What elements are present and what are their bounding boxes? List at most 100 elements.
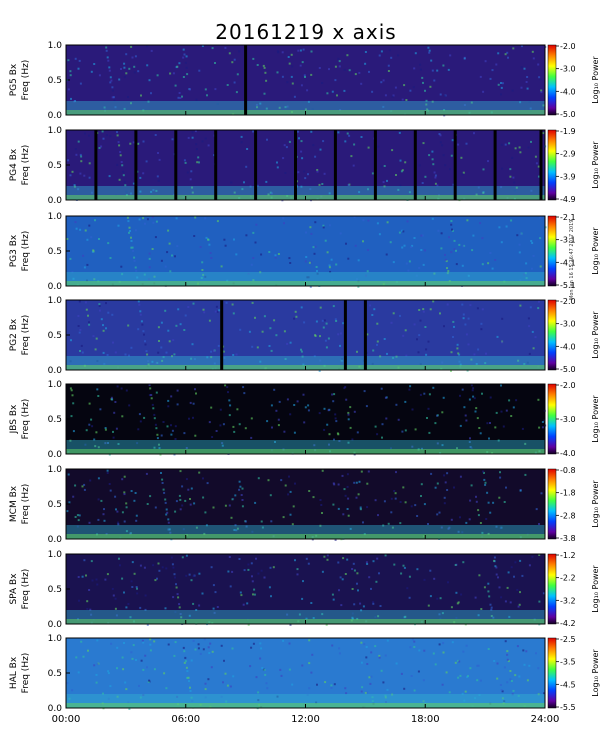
- data-gap-line: [333, 130, 337, 200]
- data-gap-line: [453, 130, 457, 200]
- station-label: JBS Bx: [9, 404, 19, 434]
- freq-axis-label: Freq (Hz): [21, 484, 31, 525]
- panel-spa: 1.0 0.5 0.0 SPA Bx Freq (Hz) -1.2 -2.2 -3.2 -4.2…: [9, 550, 600, 630]
- y-tick-label: 0.5: [48, 669, 62, 679]
- freq-axis-label: Freq (Hz): [21, 315, 31, 356]
- colorbar-tick-label: -1.8: [560, 489, 576, 498]
- y-tick-label: 1.0: [48, 126, 63, 136]
- y-tick-label: 0.5: [48, 500, 62, 510]
- y-tick-label: 0.0: [48, 282, 63, 292]
- colorbar-tick-label: -3.0: [560, 320, 576, 329]
- data-gap-line: [413, 130, 417, 200]
- colorbar: [547, 215, 557, 287]
- colorbar-title: Log₁₀ Power: [591, 480, 600, 528]
- colorbar-title: Log₁₀ Power: [591, 311, 600, 359]
- x-tick-label: 12:00: [291, 714, 320, 725]
- colorbar: [547, 299, 557, 371]
- station-label: MCM Bx: [9, 485, 19, 522]
- y-tick-label: 1.0: [48, 296, 63, 306]
- spectrogram-pg4: [66, 130, 545, 200]
- y-tick-label: 1.0: [48, 212, 63, 222]
- panel-pg3: 1.0 0.5 0.0 PG3 Bx Freq (Hz) -2.1 -3.1 -4.1 -5.1…: [9, 212, 600, 292]
- y-tick-label: 0.0: [48, 620, 63, 630]
- spectrogram-spa: [66, 554, 545, 624]
- data-gap-line: [539, 130, 543, 200]
- freq-axis-label: Freq (Hz): [21, 399, 31, 440]
- colorbar: [547, 468, 557, 540]
- colorbar-tick-label: -0.8: [560, 466, 576, 475]
- station-label: PG2 Bx: [9, 318, 19, 351]
- figure-title: 20161219 x axis: [215, 20, 397, 44]
- colorbar: [547, 44, 557, 116]
- colorbar: [547, 383, 557, 455]
- freq-axis-label: Freq (Hz): [21, 60, 31, 101]
- data-gap-line: [254, 130, 258, 200]
- colorbar-tick-label: -3.9: [560, 172, 576, 181]
- y-tick-label: 0.0: [48, 196, 63, 206]
- freq-axis-label: Freq (Hz): [21, 231, 31, 272]
- y-tick-label: 0.5: [48, 331, 62, 341]
- panel-mcm: 1.0 0.5 0.0 MCM Bx Freq (Hz) -0.8 -1.8 -2.8 -3.8…: [9, 465, 600, 545]
- colorbar-tick-label: -5.0: [560, 110, 576, 119]
- colorbar-tick-label: -4.0: [560, 342, 576, 351]
- colorbar-tick-label: -2.0: [560, 297, 576, 306]
- colorbar-tick-label: -1.9: [560, 127, 576, 136]
- y-tick-label: 0.5: [48, 161, 62, 171]
- y-tick-label: 0.5: [48, 415, 62, 425]
- data-gap-line: [373, 130, 377, 200]
- station-label: PG4 Bx: [9, 148, 19, 181]
- colorbar-tick-label: -3.8: [560, 534, 576, 543]
- colorbar-title: Log₁₀ Power: [591, 565, 600, 613]
- colorbar-tick-label: -1.2: [560, 551, 576, 560]
- colorbar-tick-label: -4.0: [560, 449, 576, 458]
- data-gap-line: [363, 300, 367, 370]
- data-gap-line: [174, 130, 178, 200]
- data-gap-line: [134, 130, 138, 200]
- y-tick-label: 0.0: [48, 535, 63, 545]
- freq-axis-label: Freq (Hz): [21, 569, 31, 610]
- colorbar-tick-label: -2.0: [560, 42, 576, 51]
- colorbar-tick-label: -2.9: [560, 150, 576, 159]
- y-tick-label: 0.0: [48, 111, 63, 121]
- x-tick-label: 24:00: [531, 714, 560, 725]
- x-tick-label: 06:00: [171, 714, 200, 725]
- colorbar-title: Log₁₀ Power: [591, 395, 600, 443]
- x-tick-label: 00:00: [52, 714, 81, 725]
- y-tick-label: 0.5: [48, 585, 62, 595]
- y-tick-label: 1.0: [48, 465, 63, 475]
- data-gap-line: [220, 300, 224, 370]
- colorbar-tick-label: -4.2: [560, 619, 576, 628]
- y-tick-label: 0.0: [48, 450, 63, 460]
- timestamp-note: Mon Jan 16 15:26:47 2017 2019: [569, 219, 575, 300]
- y-tick-label: 1.0: [48, 380, 63, 390]
- data-gap-line: [343, 300, 347, 370]
- colorbar-tick-label: -3.0: [560, 65, 576, 74]
- spectrogram-pg5: [66, 45, 545, 115]
- data-gap-line: [493, 130, 497, 200]
- y-tick-label: 0.0: [48, 704, 63, 714]
- panel-pg4: 1.0 0.5 0.0 PG4 Bx Freq (Hz) -1.9 -2.9 -3.9 -4.9…: [9, 126, 600, 206]
- panel-pg2: 1.0 0.5 0.0 PG2 Bx Freq (Hz) -2.0 -3.0 -4.0 -5.0…: [9, 296, 600, 376]
- panel-jbs: 1.0 0.5 0.0 JBS Bx Freq (Hz) -2.0 -3.0 -4.0 Log₁…: [9, 380, 600, 460]
- colorbar-tick-label: -4.1: [560, 258, 576, 267]
- spectrogram-hal: [66, 638, 545, 708]
- spectrogram-jbs: [66, 384, 545, 454]
- spectrogram-pg2: [66, 300, 545, 370]
- colorbar-tick-label: -2.2: [560, 574, 576, 583]
- colorbar-tick-label: -3.1: [560, 236, 576, 245]
- colorbar-tick-label: -5.5: [560, 703, 576, 712]
- data-gap-line: [214, 130, 218, 200]
- y-tick-label: 0.0: [48, 366, 63, 376]
- colorbar-tick-label: -4.0: [560, 87, 576, 96]
- station-label: HAL Bx: [9, 656, 19, 689]
- spectrogram-mcm: [66, 469, 545, 539]
- colorbar-tick-label: -2.1: [560, 213, 576, 222]
- data-gap-line: [244, 45, 248, 115]
- colorbar-tick-label: -3.0: [560, 415, 576, 424]
- colorbar-title: Log₁₀ Power: [591, 227, 600, 275]
- colorbar-tick-label: -3.2: [560, 596, 576, 605]
- freq-axis-label: Freq (Hz): [21, 653, 31, 694]
- x-tick-label: 18:00: [411, 714, 440, 725]
- colorbar-tick-label: -2.5: [560, 635, 576, 644]
